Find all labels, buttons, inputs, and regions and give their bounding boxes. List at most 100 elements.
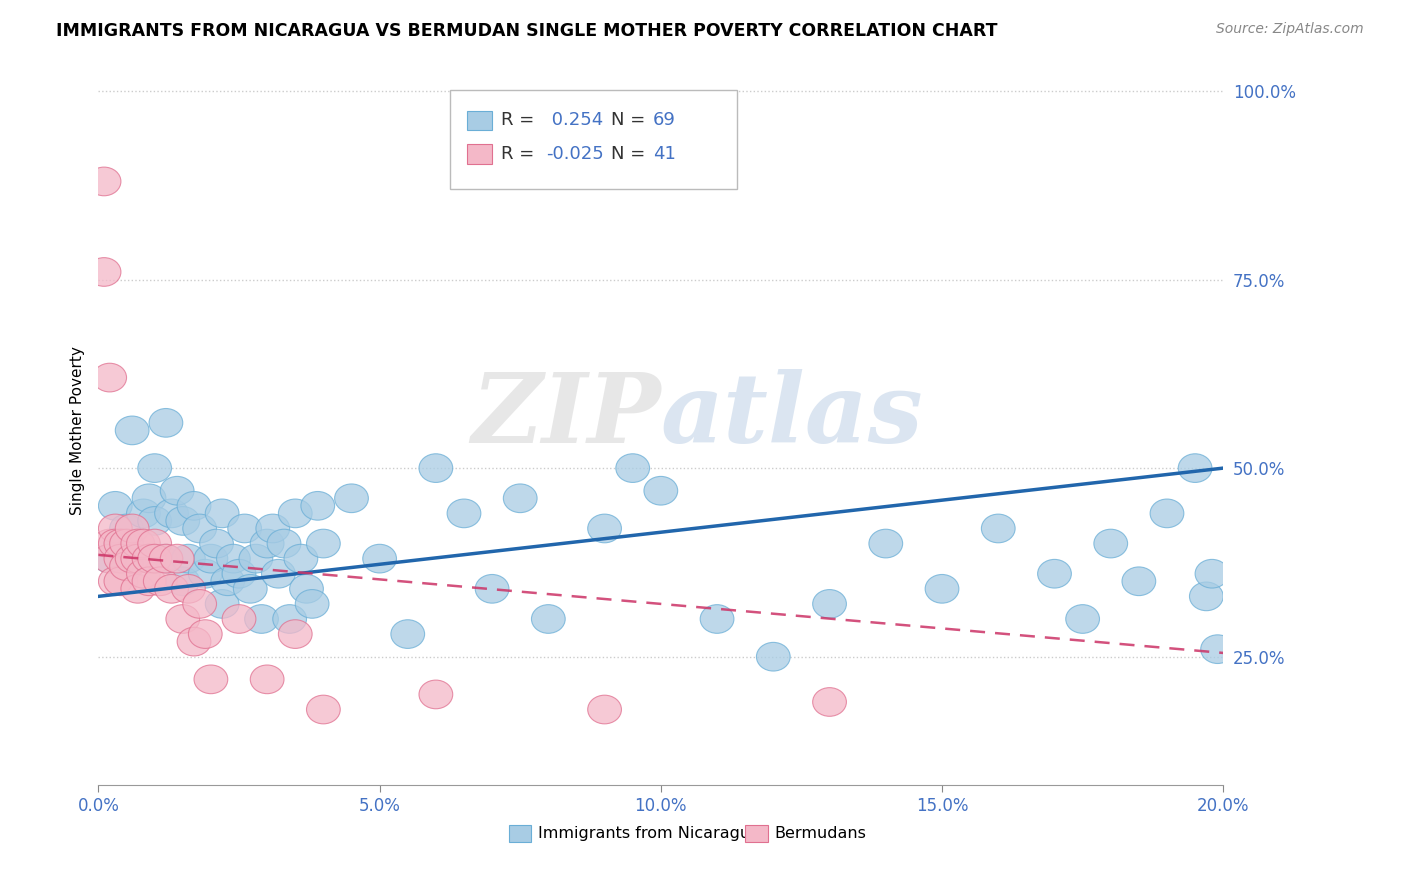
- Ellipse shape: [1178, 454, 1212, 483]
- Ellipse shape: [531, 605, 565, 633]
- Ellipse shape: [588, 514, 621, 543]
- Text: N =: N =: [612, 112, 651, 129]
- Ellipse shape: [301, 491, 335, 520]
- Ellipse shape: [503, 484, 537, 513]
- Ellipse shape: [132, 484, 166, 513]
- Ellipse shape: [188, 620, 222, 648]
- Ellipse shape: [273, 605, 307, 633]
- Ellipse shape: [188, 559, 222, 588]
- Ellipse shape: [1195, 559, 1229, 588]
- Ellipse shape: [419, 454, 453, 483]
- Ellipse shape: [363, 544, 396, 573]
- Ellipse shape: [284, 544, 318, 573]
- Ellipse shape: [166, 507, 200, 535]
- Ellipse shape: [177, 491, 211, 520]
- Ellipse shape: [700, 605, 734, 633]
- Ellipse shape: [307, 529, 340, 558]
- Ellipse shape: [98, 567, 132, 596]
- FancyBboxPatch shape: [509, 825, 531, 842]
- FancyBboxPatch shape: [745, 825, 768, 842]
- Ellipse shape: [93, 544, 127, 573]
- Text: N =: N =: [612, 145, 651, 163]
- Ellipse shape: [149, 544, 183, 573]
- Ellipse shape: [475, 574, 509, 603]
- Ellipse shape: [756, 642, 790, 671]
- Ellipse shape: [1201, 635, 1234, 664]
- Ellipse shape: [138, 454, 172, 483]
- Ellipse shape: [110, 552, 143, 581]
- Ellipse shape: [644, 476, 678, 505]
- Ellipse shape: [239, 544, 273, 573]
- Text: Source: ZipAtlas.com: Source: ZipAtlas.com: [1216, 22, 1364, 37]
- Ellipse shape: [155, 499, 188, 528]
- Ellipse shape: [104, 544, 138, 573]
- Ellipse shape: [172, 574, 205, 603]
- Ellipse shape: [228, 514, 262, 543]
- FancyBboxPatch shape: [450, 90, 737, 189]
- Text: Bermudans: Bermudans: [775, 826, 866, 840]
- Ellipse shape: [307, 695, 340, 723]
- Ellipse shape: [262, 559, 295, 588]
- Ellipse shape: [98, 491, 132, 520]
- Ellipse shape: [616, 454, 650, 483]
- Ellipse shape: [183, 590, 217, 618]
- Ellipse shape: [177, 627, 211, 656]
- Ellipse shape: [233, 574, 267, 603]
- Ellipse shape: [222, 559, 256, 588]
- Ellipse shape: [127, 499, 160, 528]
- Ellipse shape: [87, 167, 121, 195]
- Text: -0.025: -0.025: [546, 145, 603, 163]
- Ellipse shape: [143, 567, 177, 596]
- Ellipse shape: [278, 499, 312, 528]
- Text: R =: R =: [501, 112, 540, 129]
- Ellipse shape: [121, 544, 155, 573]
- Ellipse shape: [1150, 499, 1184, 528]
- Ellipse shape: [149, 409, 183, 437]
- Ellipse shape: [110, 514, 143, 543]
- Ellipse shape: [447, 499, 481, 528]
- Text: 69: 69: [652, 112, 676, 129]
- Ellipse shape: [813, 688, 846, 716]
- Text: atlas: atlas: [661, 369, 924, 463]
- Ellipse shape: [149, 544, 183, 573]
- Ellipse shape: [250, 665, 284, 694]
- Ellipse shape: [267, 529, 301, 558]
- Y-axis label: Single Mother Poverty: Single Mother Poverty: [69, 346, 84, 515]
- Ellipse shape: [1122, 567, 1156, 596]
- Ellipse shape: [813, 590, 846, 618]
- Ellipse shape: [205, 590, 239, 618]
- Ellipse shape: [121, 574, 155, 603]
- Text: IMMIGRANTS FROM NICARAGUA VS BERMUDAN SINGLE MOTHER POVERTY CORRELATION CHART: IMMIGRANTS FROM NICARAGUA VS BERMUDAN SI…: [56, 22, 998, 40]
- Ellipse shape: [132, 567, 166, 596]
- Ellipse shape: [87, 258, 121, 286]
- Ellipse shape: [127, 529, 160, 558]
- Ellipse shape: [98, 529, 132, 558]
- Ellipse shape: [132, 544, 166, 573]
- Ellipse shape: [143, 544, 177, 573]
- Text: Immigrants from Nicaragua: Immigrants from Nicaragua: [538, 826, 761, 840]
- Text: R =: R =: [501, 145, 540, 163]
- Ellipse shape: [115, 514, 149, 543]
- Ellipse shape: [256, 514, 290, 543]
- Ellipse shape: [98, 514, 132, 543]
- Ellipse shape: [290, 574, 323, 603]
- Ellipse shape: [93, 529, 127, 558]
- Ellipse shape: [121, 544, 155, 573]
- Ellipse shape: [200, 529, 233, 558]
- Ellipse shape: [588, 695, 621, 723]
- FancyBboxPatch shape: [467, 111, 492, 130]
- Text: 0.254: 0.254: [546, 112, 603, 129]
- Ellipse shape: [93, 544, 127, 573]
- Ellipse shape: [194, 665, 228, 694]
- Ellipse shape: [205, 499, 239, 528]
- Ellipse shape: [166, 567, 200, 596]
- Ellipse shape: [138, 544, 172, 573]
- Ellipse shape: [155, 574, 188, 603]
- Ellipse shape: [295, 590, 329, 618]
- Text: 41: 41: [652, 145, 676, 163]
- Ellipse shape: [160, 476, 194, 505]
- Ellipse shape: [981, 514, 1015, 543]
- Ellipse shape: [335, 484, 368, 513]
- Ellipse shape: [115, 544, 149, 573]
- Ellipse shape: [104, 529, 138, 558]
